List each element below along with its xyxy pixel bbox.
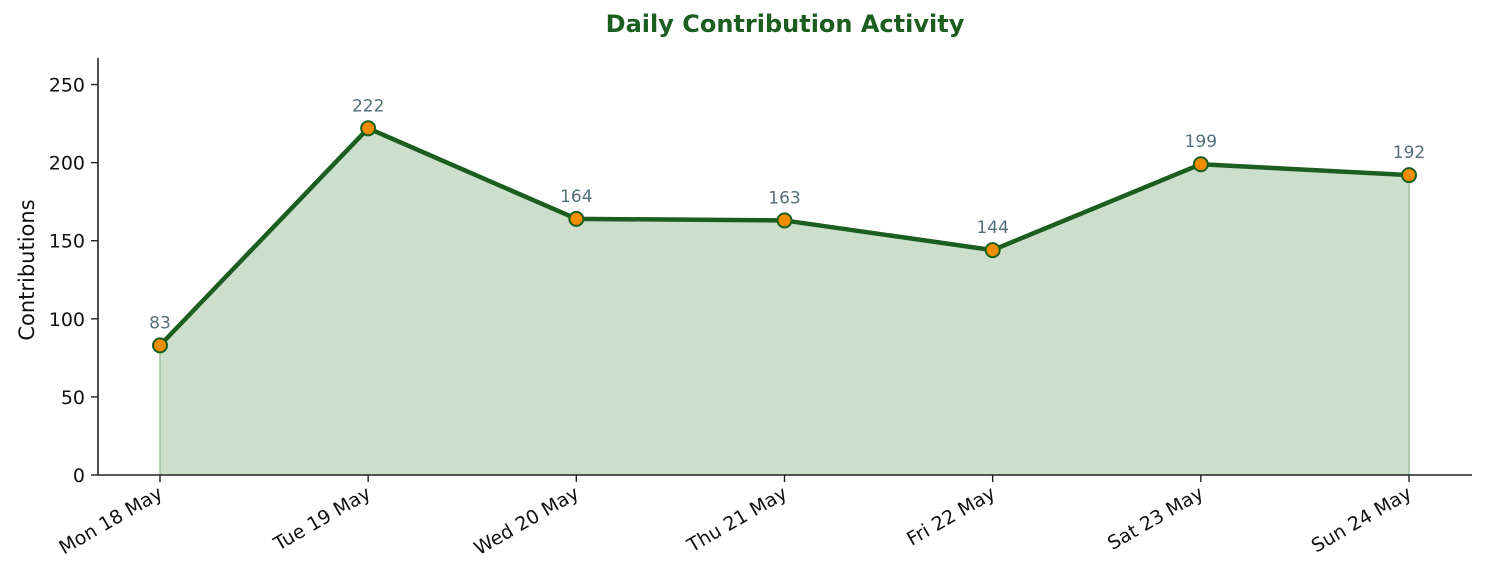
y-tick-label: 50: [61, 387, 85, 409]
data-label: 164: [560, 187, 592, 207]
y-axis-title: Contributions: [15, 199, 39, 340]
y-tick-label: 250: [49, 75, 85, 97]
x-tick-label: Tue 19 May: [269, 482, 374, 556]
data-label: 192: [1393, 143, 1425, 163]
data-point: [1401, 167, 1417, 184]
data-label: 222: [352, 96, 384, 116]
chart-title: Daily Contribution Activity: [605, 10, 965, 38]
data-label: 163: [768, 188, 800, 208]
x-tick-label: Sun 24 May: [1308, 482, 1416, 557]
x-tick-label: Fri 22 May: [903, 482, 999, 550]
data-point: [776, 212, 793, 229]
data-label: 83: [149, 313, 171, 333]
marker-layer: [152, 120, 1417, 354]
x-tick-label: Sat 23 May: [1104, 482, 1207, 554]
data-point: [152, 337, 168, 354]
data-point: [568, 210, 585, 227]
y-tick-label: 200: [49, 153, 85, 175]
y-tick-label: 150: [49, 231, 85, 253]
label-layer: 83 222 164 163 144 199 192: [149, 96, 1425, 333]
area-layer: [159, 128, 1410, 476]
y-tick-label: 0: [73, 465, 85, 487]
x-tick-label: Thu 21 May: [683, 482, 791, 557]
data-point: [360, 120, 377, 137]
data-label: 199: [1185, 132, 1217, 152]
area-fill: [160, 128, 1409, 476]
data-point: [984, 242, 1001, 259]
data-point: [1192, 156, 1209, 173]
x-tick-label: Mon 18 May: [55, 482, 166, 559]
y-tick-label: 100: [49, 309, 85, 331]
x-tick-label: Wed 20 May: [471, 482, 583, 560]
data-label: 144: [976, 218, 1008, 238]
